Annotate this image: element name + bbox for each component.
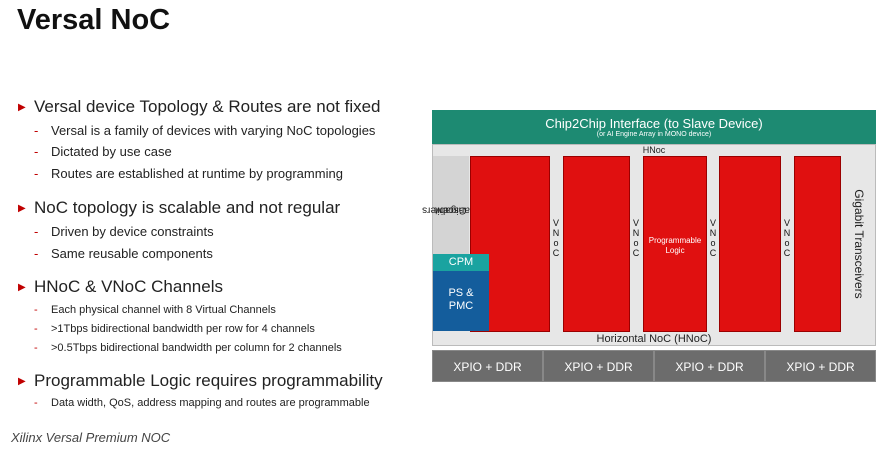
bullet-text: HNoC & VNoC Channels [34,277,223,296]
pl-column-center [643,156,707,332]
xpio-ddr-block: XPIO + DDR [654,350,765,382]
gigabit-transceivers-right: Gigabit Transceivers [852,189,866,299]
bullet-arrow-icon: ▶ [18,203,26,214]
hnoc-top-label: HNoc [642,145,666,155]
bullet-arrow-icon: ▶ [18,102,26,113]
bullet-scalable: ▶ NoC topology is scalable and not regula… [18,198,340,218]
bullet-arrow-icon: ▶ [18,376,26,387]
bullet-text: NoC topology is scalable and not regular [34,198,341,217]
programmable-logic-label: Programmable Logic [648,236,702,255]
bullet-topology: ▶ Versal device Topology & Routes are not… [18,97,381,117]
bullet-text: Versal device Topology & Routes are not … [34,97,381,116]
pl-column [563,156,630,332]
page-title: Versal NoC [17,4,171,36]
chip2chip-interface: Chip2Chip Interface (to Slave Device) (o… [432,110,876,144]
sub-bullet: - Same reusable components [34,246,213,261]
xpio-ddr-block: XPIO + DDR [765,350,876,382]
sub-bullet: - Data width, QoS, address mapping and ro… [34,397,370,409]
image-caption: Xilinx Versal Premium NOC [11,430,171,445]
hnoc-bottom-label: Horizontal NoC (HNoC) [596,333,712,345]
sub-bullet: - Driven by device constraints [34,224,214,239]
bullet-text: Programmable Logic requires programmabil… [34,371,383,390]
sub-bullet: - Routes are established at runtime by pr… [34,166,343,181]
sub-bullet: - Dictated by use case [34,144,172,159]
bullet-channels: ▶ HNoC & VNoC Channels [18,277,223,297]
bullet-programmable: ▶ Programmable Logic requires programmabi… [18,371,383,391]
sub-bullet: - >0.5Tbps bidirectional bandwidth per co… [34,342,342,354]
sub-bullet: - Versal is a family of devices with vary… [34,123,376,138]
cpm-block: CPM [433,254,489,271]
ps-pmc-block: PS & PMC [433,271,489,331]
xpio-ddr-block: XPIO + DDR [543,350,654,382]
pl-column [794,156,841,332]
bullet-arrow-icon: ▶ [18,282,26,293]
sub-bullet: - Each physical channel with 8 Virtual Ch… [34,304,276,316]
sub-bullet: - >1Tbps bidirectional bandwidth per row … [34,323,315,335]
gigabit-transceivers-left: Gigabit Transceivers [423,156,479,264]
xpio-ddr-block: XPIO + DDR [432,350,543,382]
versal-noc-diagram: Chip2Chip Interface (to Slave Device) (o… [423,110,876,382]
pl-column [719,156,781,332]
